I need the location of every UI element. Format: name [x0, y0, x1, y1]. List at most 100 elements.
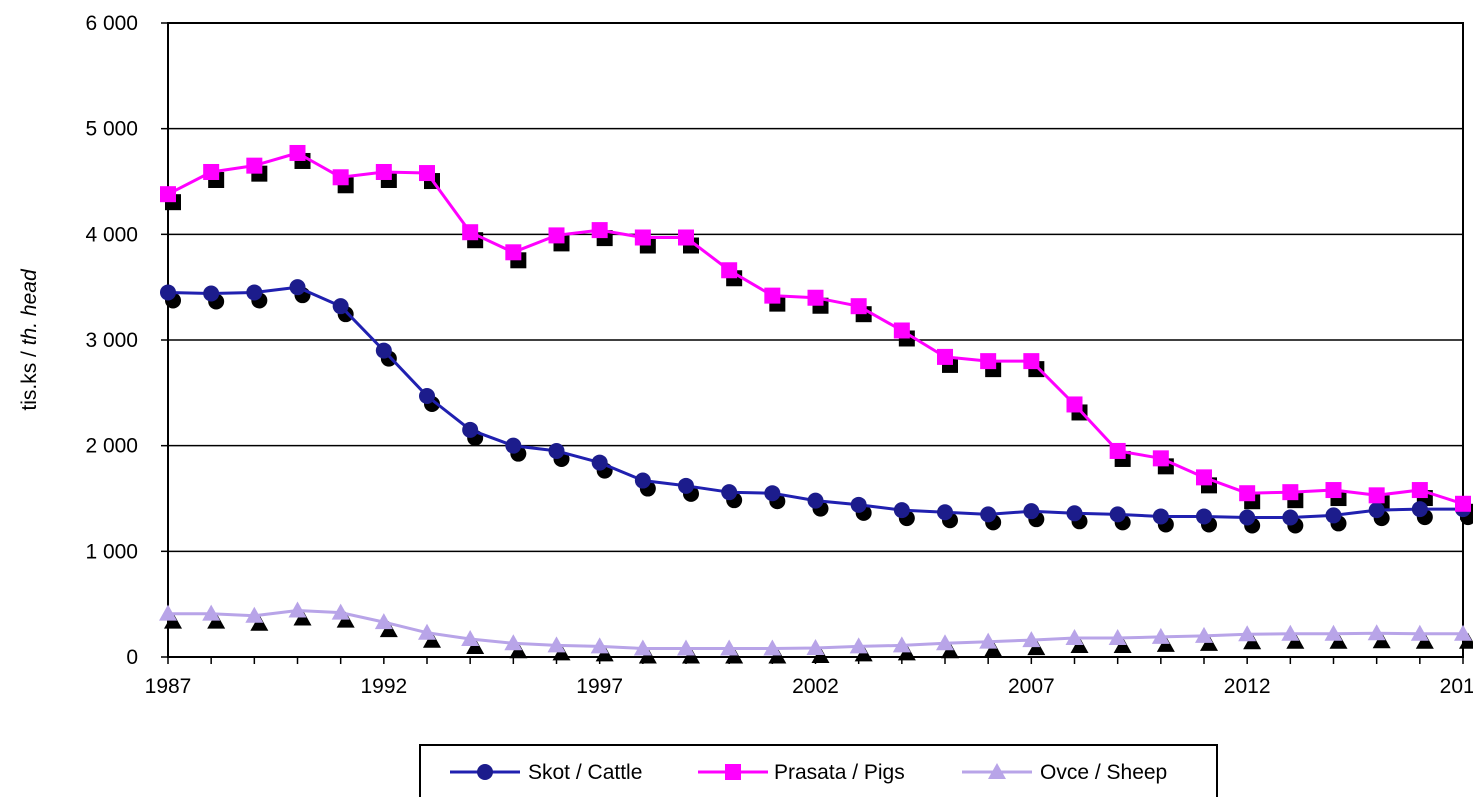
- data-point: [1411, 501, 1428, 518]
- data-point: [1454, 624, 1472, 641]
- y-axis-ticks: 0 1 000 2 000 3 000 4 000 5 000 6 000: [85, 12, 168, 669]
- legend-item-2: Prasata / Pigs: [698, 761, 905, 784]
- y-tick-label: 2 000: [85, 435, 138, 458]
- y-tick-label: 0: [126, 646, 138, 669]
- data-point: [1282, 509, 1299, 526]
- legend-box: [419, 744, 1218, 802]
- x-tick-label: 2012: [1224, 675, 1271, 698]
- data-point: [677, 639, 695, 656]
- data-point: [893, 502, 910, 519]
- data-point: [1325, 482, 1342, 499]
- legend-label: Ovce / Sheep: [1040, 761, 1167, 784]
- data-point: [1196, 508, 1212, 525]
- data-point: [1065, 628, 1084, 645]
- data-point: [937, 504, 953, 521]
- data-point: [505, 437, 522, 454]
- data-point: [678, 477, 694, 494]
- data-point: [1238, 625, 1257, 642]
- legend-swatch-marker: [988, 763, 1006, 779]
- data-point: [1239, 509, 1256, 526]
- data-point: [202, 604, 221, 621]
- data-point: [1282, 484, 1299, 501]
- data-point: [462, 224, 479, 241]
- data-point: [850, 496, 867, 513]
- data-point: [1151, 627, 1170, 644]
- series-1: [160, 279, 1471, 526]
- data-point: [721, 484, 738, 501]
- series-layer: [159, 144, 1472, 656]
- x-axis-ticks: 1987 1992 1997 2002 2007 2012 2017: [145, 657, 1473, 698]
- series-2: [160, 144, 1471, 512]
- data-point: [1367, 624, 1386, 641]
- data-point: [332, 298, 349, 315]
- data-point: [1196, 469, 1212, 486]
- y-axis-label-italic: th. head: [18, 268, 41, 345]
- data-point: [289, 279, 306, 296]
- data-point: [1368, 487, 1385, 504]
- data-point: [547, 636, 566, 653]
- data-point: [1066, 396, 1083, 413]
- data-point: [1411, 482, 1428, 499]
- x-tick-label: 2007: [1008, 675, 1055, 698]
- data-point: [504, 634, 523, 651]
- data-point: [936, 634, 954, 651]
- x-tick-label: 1997: [576, 675, 623, 698]
- data-point: [332, 169, 349, 186]
- data-point: [591, 454, 608, 471]
- x-tick-label: 2002: [792, 675, 839, 698]
- data-point: [1455, 495, 1471, 512]
- data-point: [892, 636, 911, 653]
- y-tick-label: 4 000: [85, 223, 138, 246]
- data-point: [1023, 503, 1040, 520]
- data-point: [979, 632, 998, 649]
- data-point: [980, 353, 997, 370]
- y-tick-label: 6 000: [85, 12, 138, 35]
- data-point: [160, 186, 176, 203]
- data-point: [1023, 353, 1040, 370]
- data-point: [591, 222, 608, 239]
- data-point: [288, 601, 307, 618]
- data-point: [850, 298, 867, 315]
- data-point: [720, 639, 739, 656]
- data-point: [548, 227, 565, 244]
- data-point: [203, 285, 220, 302]
- series-line: [167, 285, 1463, 519]
- data-point: [159, 604, 177, 621]
- y-axis-label-main: tis.ks /: [18, 345, 41, 410]
- data-point: [806, 639, 825, 656]
- data-point: [461, 630, 480, 647]
- data-point: [1109, 442, 1126, 459]
- legend-item-3: Ovce / Sheep: [962, 761, 1167, 784]
- gridlines: [168, 127, 1463, 553]
- data-point: [634, 472, 651, 489]
- data-point: [1152, 508, 1169, 525]
- data-point: [1152, 450, 1169, 467]
- data-point: [807, 492, 824, 509]
- y-tick-label: 1 000: [85, 540, 138, 563]
- data-point: [1325, 507, 1342, 524]
- y-tick-label: 5 000: [85, 118, 138, 141]
- data-point: [374, 613, 393, 630]
- legend-label: Skot / Cattle: [528, 761, 642, 784]
- data-point: [763, 639, 782, 656]
- data-point: [1195, 626, 1213, 643]
- data-point: [678, 229, 694, 246]
- data-point: [893, 322, 910, 339]
- data-point: [505, 244, 522, 261]
- legend-label: Prasata / Pigs: [774, 761, 905, 784]
- x-tick-label: 1987: [145, 675, 192, 698]
- data-point: [548, 442, 565, 459]
- data-point: [1066, 505, 1083, 522]
- legend-swatch-marker: [477, 764, 493, 780]
- data-point: [1239, 485, 1256, 502]
- data-point: [289, 144, 306, 161]
- x-tick-label: 1992: [360, 675, 407, 698]
- marker-shadows: [164, 152, 1473, 664]
- data-point: [203, 163, 220, 180]
- data-point: [160, 284, 176, 301]
- data-point: [1410, 624, 1429, 641]
- data-point: [375, 163, 392, 180]
- data-point: [634, 229, 651, 246]
